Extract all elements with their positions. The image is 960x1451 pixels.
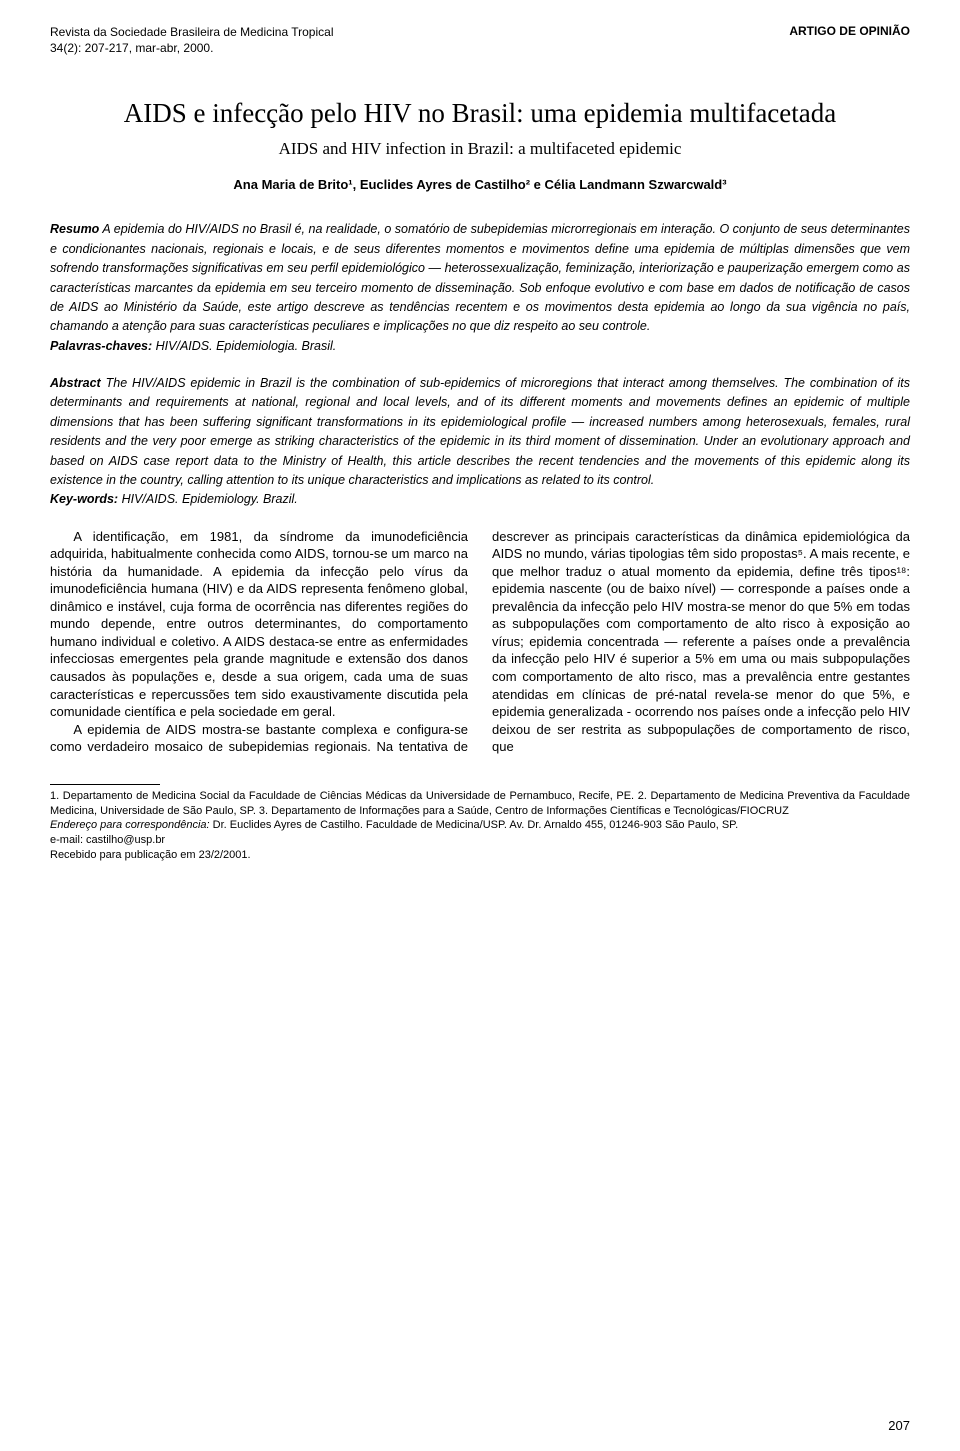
- page-number: 207: [888, 1418, 910, 1433]
- abstract-text: The HIV/AIDS epidemic in Brazil is the c…: [50, 376, 910, 487]
- keywords: HIV/AIDS. Epidemiology. Brazil.: [122, 492, 298, 506]
- authors: Ana Maria de Brito¹, Euclides Ayres de C…: [50, 177, 910, 192]
- correspondence-address: Dr. Euclides Ayres de Castilho. Faculdad…: [213, 819, 738, 831]
- footnotes: 1. Departamento de Medicina Social da Fa…: [50, 789, 910, 863]
- issue-line: 34(2): 207-217, mar-abr, 2000.: [50, 40, 333, 56]
- resumo-label: Resumo: [50, 222, 99, 236]
- palavras-chaves-label: Palavras-chaves:: [50, 339, 152, 353]
- correspondence-label: Endereço para correspondência:: [50, 819, 210, 831]
- keywords-label: Key-words:: [50, 492, 118, 506]
- journal-name: Revista da Sociedade Brasileira de Medic…: [50, 24, 333, 40]
- body-text: A identificação, em 1981, da síndrome da…: [50, 528, 910, 756]
- article-title: AIDS e infecção pelo HIV no Brasil: uma …: [50, 98, 910, 129]
- received-line: Recebido para publicação em 23/2/2001.: [50, 848, 910, 863]
- page-header: Revista da Sociedade Brasileira de Medic…: [50, 24, 910, 56]
- resumo-text: A epidemia do HIV/AIDS no Brasil é, na r…: [50, 222, 910, 333]
- body-paragraph-1: A identificação, em 1981, da síndrome da…: [50, 528, 468, 721]
- palavras-chaves: HIV/AIDS. Epidemiologia. Brasil.: [156, 339, 337, 353]
- article-type: ARTIGO DE OPINIÃO: [789, 24, 910, 38]
- resumo-block: Resumo A epidemia do HIV/AIDS no Brasil …: [50, 220, 910, 356]
- abstract-block: Abstract The HIV/AIDS epidemic in Brazil…: [50, 374, 910, 510]
- affiliations: 1. Departamento de Medicina Social da Fa…: [50, 789, 910, 819]
- abstract-label: Abstract: [50, 376, 101, 390]
- email-line: e-mail: castilho@usp.br: [50, 833, 910, 848]
- footnote-separator: [50, 784, 160, 785]
- journal-info: Revista da Sociedade Brasileira de Medic…: [50, 24, 333, 56]
- article-subtitle: AIDS and HIV infection in Brazil: a mult…: [50, 139, 910, 159]
